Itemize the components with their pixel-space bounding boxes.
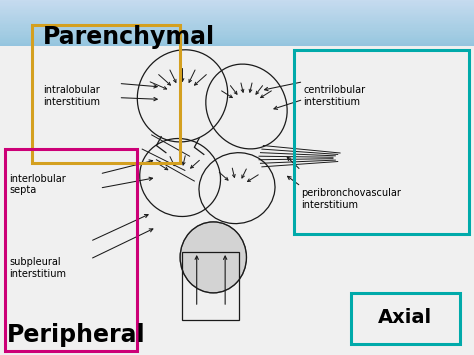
Bar: [0, 46, 474, 355]
Bar: [351, 293, 460, 344]
Text: Axial: Axial: [378, 308, 432, 327]
Bar: [294, 50, 469, 234]
Text: intralobular
interstitium: intralobular interstitium: [43, 85, 100, 106]
Text: interlobular
septa: interlobular septa: [9, 174, 66, 195]
Text: centrilobular
interstitium: centrilobular interstitium: [303, 85, 365, 106]
Ellipse shape: [180, 222, 246, 293]
Text: Parenchymal: Parenchymal: [43, 25, 215, 49]
Text: Peripheral: Peripheral: [7, 323, 146, 348]
Text: subpleural
interstitium: subpleural interstitium: [9, 257, 66, 279]
Bar: [5, 149, 137, 351]
Bar: [32, 25, 180, 163]
Bar: [182, 252, 239, 320]
Text: peribronchovascular
interstitium: peribronchovascular interstitium: [301, 188, 401, 209]
